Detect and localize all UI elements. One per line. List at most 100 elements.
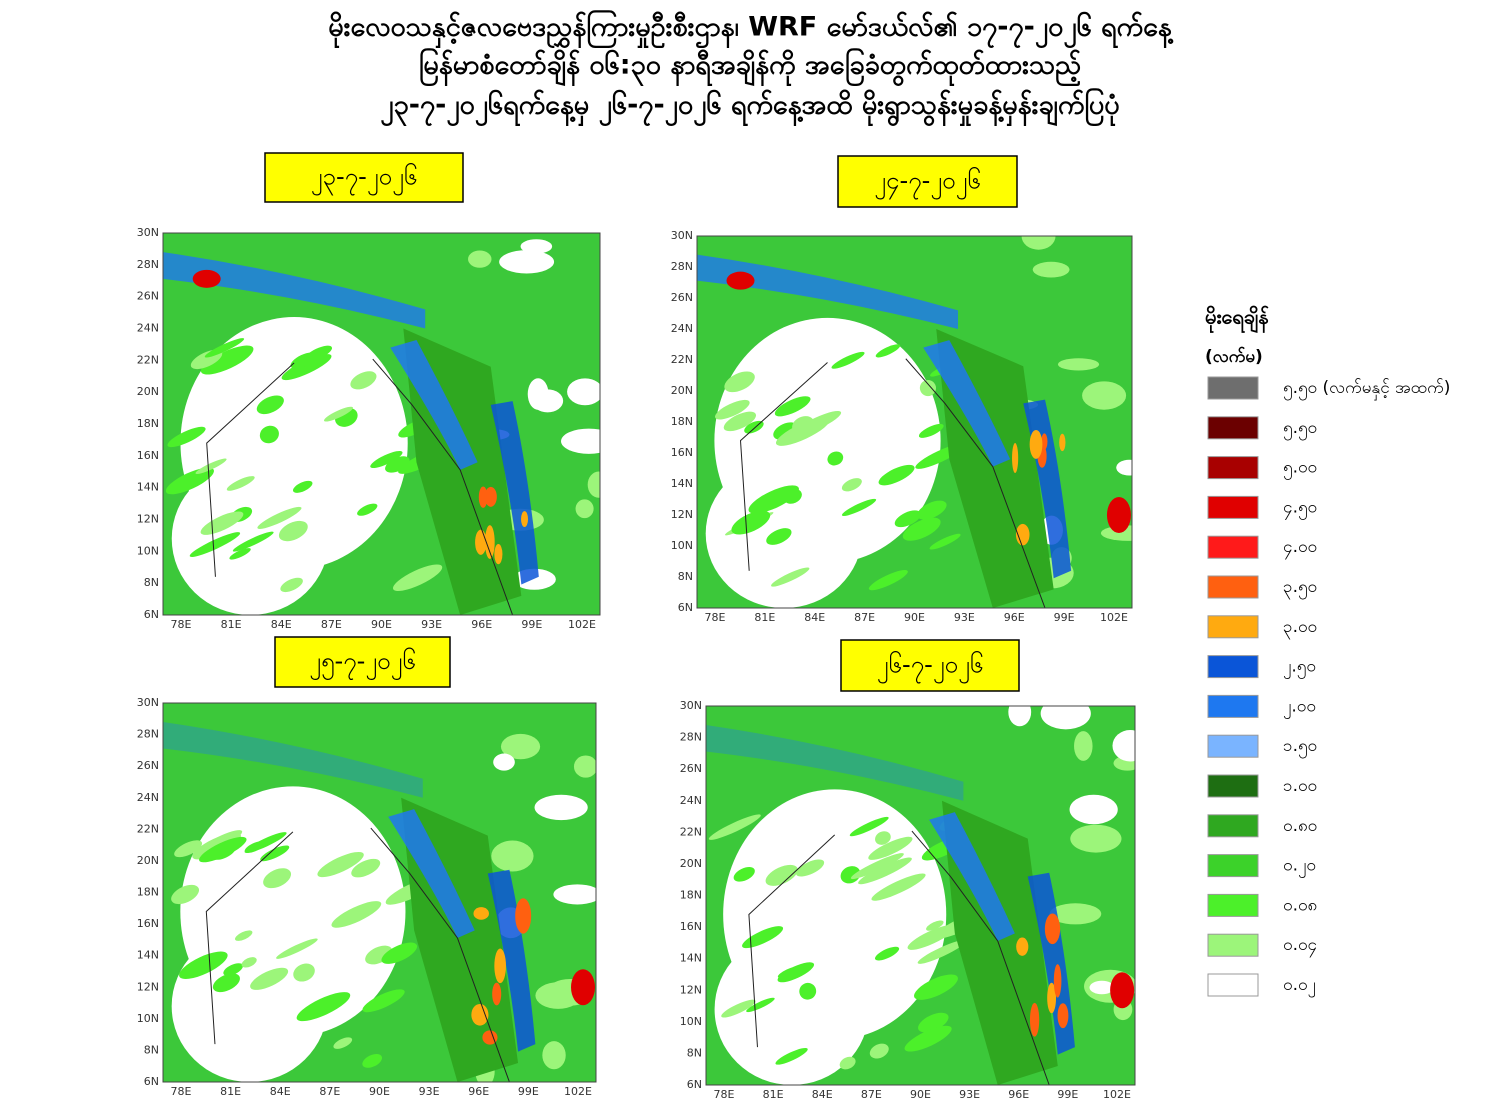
lat-label: 24N <box>671 322 693 335</box>
lon-label: 93E <box>959 1088 980 1101</box>
coastline <box>748 830 1050 1085</box>
rain-band <box>765 864 798 886</box>
intense-rain <box>1029 429 1043 459</box>
rain-band <box>917 500 947 520</box>
intense-rain <box>1016 937 1029 956</box>
lat-label: 28N <box>137 258 159 271</box>
intense-rain <box>1106 497 1131 533</box>
lat-label: 10N <box>671 539 693 552</box>
rain-band <box>260 845 290 862</box>
dry-patch <box>553 884 596 905</box>
rain-band <box>926 920 944 931</box>
lon-label: 96E <box>468 1085 489 1098</box>
lat-label: 20N <box>137 854 159 867</box>
lat-label: 20N <box>671 384 693 397</box>
rain-band <box>795 859 825 877</box>
legend-swatch <box>1207 893 1259 917</box>
heavy-rain <box>929 812 1015 941</box>
heavy-rain <box>697 254 958 329</box>
lon-label: 96E <box>1008 1088 1029 1101</box>
panel-date: ၂၄-၇-၂၀၂၆ <box>874 166 981 200</box>
dry-patch <box>1070 824 1122 853</box>
lat-label: 28N <box>671 260 693 273</box>
dry-patch <box>535 982 581 1009</box>
lat-label: 12N <box>137 513 159 526</box>
lat-label: 14N <box>680 952 702 965</box>
dry-patch <box>1049 903 1102 925</box>
lat-label: 16N <box>137 449 159 462</box>
lon-label: 96E <box>471 618 492 631</box>
lat-label: 26N <box>137 290 159 303</box>
lon-label: 87E <box>861 1088 882 1101</box>
rain-band <box>775 1047 808 1065</box>
dry-patch <box>527 378 549 410</box>
lat-label: 6N <box>678 601 693 614</box>
lon-label: 93E <box>419 1085 440 1098</box>
rain-band <box>200 345 254 375</box>
rain-band <box>370 450 403 469</box>
rain-band <box>721 999 756 1018</box>
rain-band <box>171 884 200 905</box>
panel-date: ၂၅-၇-၂၀၂၆ <box>309 646 416 680</box>
rain-band <box>290 352 317 369</box>
lat-label: 6N <box>144 1075 159 1088</box>
rain-band <box>195 458 227 475</box>
legend-swatch <box>1207 854 1259 878</box>
intense-rain <box>1029 1002 1040 1037</box>
dry-patch <box>1089 980 1115 995</box>
legend-swatch <box>1207 933 1259 957</box>
date-box <box>837 155 1018 208</box>
lat-label: 8N <box>144 576 159 589</box>
legend-label: ၅.၀၀ <box>1283 458 1317 481</box>
lon-label: 90E <box>910 1088 931 1101</box>
lon-label: 102E <box>1100 611 1128 624</box>
legend-label: ၂.၀၀ <box>1283 696 1316 719</box>
legend-label: ၃.၀၀ <box>1283 617 1317 640</box>
intense-rain <box>515 898 532 934</box>
lon-label: 90E <box>904 611 925 624</box>
lat-label: 28N <box>680 731 702 744</box>
intense-rain <box>473 907 489 920</box>
legend-label: ၅.၅၀ (လက်မနှင့် အထက်) <box>1283 378 1450 401</box>
lat-label: 8N <box>144 1043 159 1056</box>
rain-band <box>296 992 351 1022</box>
rain-map <box>163 703 596 1082</box>
legend-swatch <box>1207 973 1259 997</box>
lon-label: 99E <box>518 1085 539 1098</box>
dry-patch <box>468 250 492 268</box>
rain-band <box>281 354 332 381</box>
legend-label: ၀.၈၀ <box>1283 816 1317 836</box>
heavy-rain <box>490 401 539 585</box>
dry-patch <box>573 755 596 778</box>
coastline <box>739 358 1046 608</box>
lat-label: 12N <box>137 980 159 993</box>
rain-band <box>189 532 241 557</box>
rain-band <box>212 973 240 993</box>
legend-swatch <box>1207 814 1259 838</box>
date-box <box>274 636 451 688</box>
lat-label: 8N <box>678 570 693 583</box>
rain-band <box>917 939 966 964</box>
dry-patch <box>1008 706 1032 727</box>
rain-band <box>292 480 313 493</box>
legend-swatch <box>1207 774 1259 798</box>
rain-band <box>748 485 799 514</box>
heavy-rain <box>163 721 423 798</box>
legend-label: ၀.၀၂ <box>1283 975 1316 998</box>
lat-label: 10N <box>137 544 159 557</box>
lon-label: 87E <box>319 1085 340 1098</box>
legend-label: ၁.၅၀ <box>1283 736 1317 759</box>
dry-patch <box>575 499 594 519</box>
lon-label: 81E <box>754 611 775 624</box>
lat-label: 26N <box>137 759 159 772</box>
lon-label: 90E <box>371 618 392 631</box>
intense-rain <box>1110 972 1135 1009</box>
intense-rain <box>1012 443 1019 473</box>
rain-band <box>708 814 761 840</box>
rain-band <box>869 1043 889 1059</box>
legend-label: ၀.၀၈ <box>1283 895 1317 915</box>
rain-band <box>875 831 891 845</box>
rain-band <box>331 901 382 928</box>
lon-label: 81E <box>763 1088 784 1101</box>
lon-label: 102E <box>564 1085 592 1098</box>
